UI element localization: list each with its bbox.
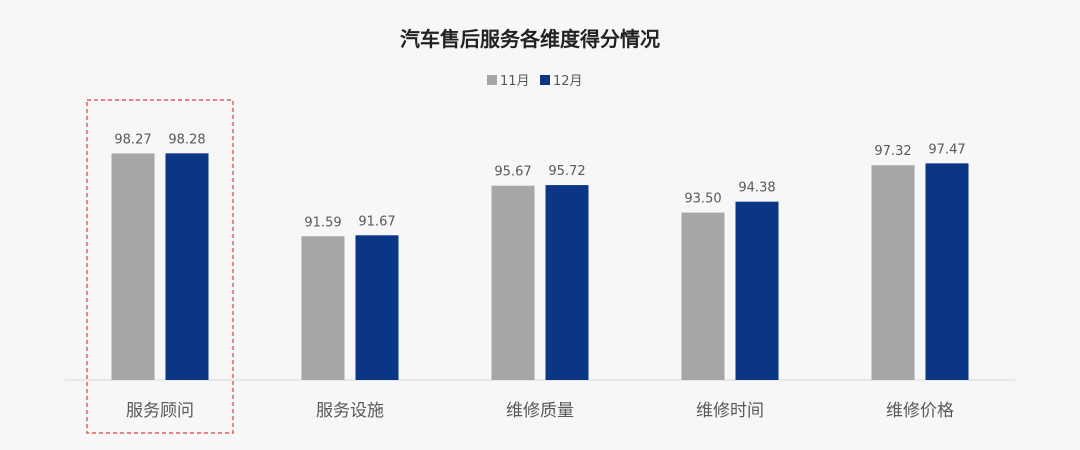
value-label: 97.32: [874, 144, 911, 159]
value-label: 94.38: [738, 181, 775, 196]
category-label: 维修质量: [506, 401, 574, 421]
bar-11-3: [681, 212, 725, 380]
value-label: 97.47: [928, 142, 965, 157]
value-label: 93.50: [684, 192, 721, 207]
bar-11-2: [491, 185, 535, 380]
bar-12-3: [735, 201, 779, 380]
category-label: 维修价格: [886, 401, 954, 421]
value-label: 98.27: [114, 132, 151, 147]
bar-12-4: [925, 163, 969, 380]
value-label: 98.28: [168, 132, 205, 147]
bar-12-0: [165, 153, 209, 380]
category-label: 服务顾问: [126, 401, 194, 421]
legend-swatch-12: [540, 75, 550, 85]
category-label: 服务设施: [316, 401, 384, 421]
value-label: 91.59: [304, 215, 341, 230]
value-label: 95.72: [548, 164, 585, 179]
legend-label-11: 11月: [500, 74, 530, 89]
value-label: 95.67: [494, 165, 531, 180]
bar-12-1: [355, 235, 399, 380]
value-label: 91.67: [358, 214, 395, 229]
legend: 11月 12月: [487, 74, 583, 89]
bar-12-2: [545, 185, 589, 380]
bars: 98.27 98.28 服务顾问 91.59 91.67 服务设施 95.67 95.72 维修…: [111, 132, 969, 421]
chart-title: 汽车售后服务各维度得分情况: [400, 27, 660, 51]
highlight-box: [86, 99, 234, 434]
bar-11-0: [111, 153, 155, 380]
legend-label-12: 12月: [553, 74, 583, 89]
category-label: 维修时间: [696, 401, 764, 421]
bar-11-4: [871, 165, 915, 380]
bar-11-1: [301, 236, 345, 380]
legend-swatch-11: [487, 75, 497, 85]
